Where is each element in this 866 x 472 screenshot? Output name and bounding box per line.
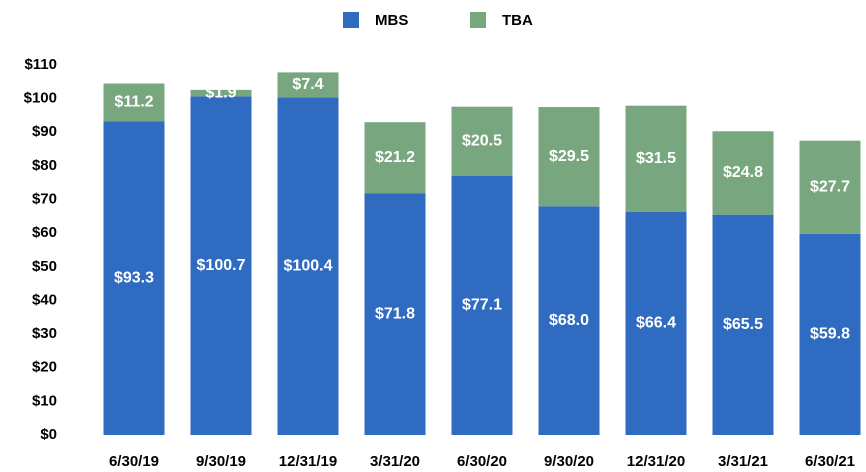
legend-label: MBS	[375, 12, 408, 29]
x-tick-label: 6/30/20	[457, 453, 507, 470]
value-label: $65.5	[723, 316, 763, 333]
bar-segment	[451, 175, 513, 435]
value-label: $11.2	[114, 94, 153, 111]
bar-segment	[799, 233, 861, 435]
bar-segment	[364, 193, 426, 435]
bar-segment	[712, 131, 774, 215]
value-label: $77.1	[462, 297, 502, 314]
x-tick-label: 3/31/21	[718, 453, 768, 470]
bar-segment	[103, 121, 165, 435]
value-label: $71.8	[375, 305, 415, 322]
bar-segment	[190, 89, 252, 97]
value-label: $66.4	[636, 315, 676, 332]
value-label: $59.8	[810, 326, 850, 343]
bar-segment	[799, 140, 861, 234]
y-tick-label: $20	[32, 359, 57, 376]
value-label: $21.2	[375, 149, 415, 166]
x-tick-label: 6/30/21	[805, 453, 855, 470]
bar-segment	[364, 122, 426, 194]
bar-segment	[277, 72, 339, 98]
x-tick-label: 3/31/20	[370, 453, 420, 470]
value-label: $1.9	[205, 84, 236, 101]
value-label: $27.7	[810, 178, 850, 195]
x-tick-label: 12/31/20	[627, 453, 685, 470]
y-tick-label: $40	[32, 291, 57, 308]
bar-segment	[190, 96, 252, 436]
y-tick-label: $50	[32, 258, 57, 275]
y-tick-label: $70	[32, 191, 57, 208]
value-label: $7.4	[292, 76, 323, 93]
y-tick-label: $100	[24, 90, 57, 107]
bar-segment	[451, 106, 513, 176]
bar-segment	[712, 214, 774, 435]
y-tick-label: $80	[32, 157, 57, 174]
value-label: $31.5	[636, 150, 676, 167]
value-label: $24.8	[723, 164, 763, 181]
x-tick-label: 9/30/20	[544, 453, 594, 470]
x-tick-label: 9/30/19	[196, 453, 246, 470]
value-label: $20.5	[462, 132, 502, 149]
value-label: $100.7	[197, 257, 246, 274]
legend-swatch	[470, 12, 486, 28]
x-tick-label: 12/31/19	[279, 453, 337, 470]
bar-segment	[277, 97, 339, 436]
legend-swatch	[343, 12, 359, 28]
value-label: $68.0	[549, 312, 589, 329]
y-tick-label: $90	[32, 123, 57, 140]
value-label: $29.5	[549, 148, 589, 165]
bar-segment	[103, 83, 165, 122]
value-label: $100.4	[284, 257, 333, 274]
bar-segment	[625, 211, 687, 435]
y-tick-label: $0	[40, 426, 57, 443]
y-tick-label: $10	[32, 392, 57, 409]
bar-segment	[538, 206, 600, 435]
value-label: $93.3	[114, 269, 154, 286]
x-tick-label: 6/30/19	[109, 453, 159, 470]
y-tick-label: $30	[32, 325, 57, 342]
y-tick-label: $110	[24, 56, 57, 73]
legend-label: TBA	[502, 12, 533, 29]
bar-segment	[538, 107, 600, 207]
bar-segment	[625, 105, 687, 212]
y-tick-label: $60	[32, 224, 57, 241]
